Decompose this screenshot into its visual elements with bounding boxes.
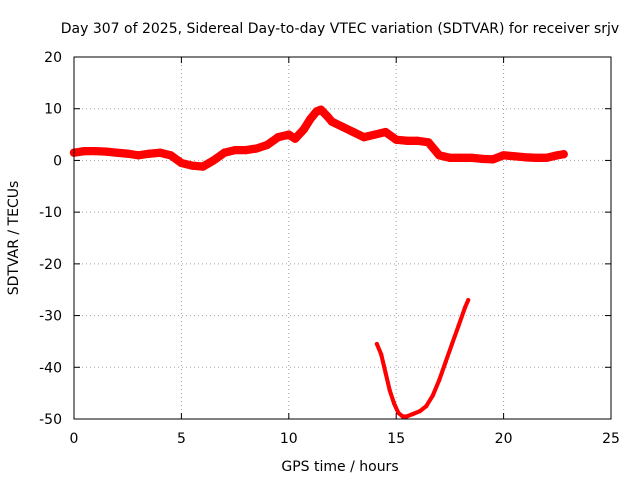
data-point [424, 404, 429, 409]
x-axis-label: GPS time / hours [281, 459, 398, 475]
data-point [466, 298, 471, 303]
data-point [456, 153, 465, 162]
data-point [155, 148, 164, 157]
data-point [91, 147, 100, 156]
data-point [400, 414, 405, 419]
data-point [435, 151, 444, 160]
data-point [134, 151, 143, 160]
grid-lines [74, 57, 611, 419]
data-point [241, 146, 250, 155]
data-point [327, 117, 336, 126]
x-tick-label: 10 [280, 431, 298, 447]
data-point [284, 130, 293, 139]
data-point [424, 138, 433, 147]
data-point [299, 125, 308, 134]
data-point [198, 162, 207, 171]
data-point [467, 153, 476, 162]
data-point [381, 127, 390, 137]
data-point [478, 154, 487, 163]
data-point [443, 360, 448, 365]
data-point [417, 409, 422, 414]
y-tick-label: -20 [39, 257, 62, 273]
data-point [220, 148, 229, 157]
data-point [188, 161, 197, 170]
data-point [80, 147, 89, 156]
y-axis-label: SDTVAR / TECUs [6, 181, 22, 296]
chart-title: Day 307 of 2025, Sidereal Day-to-day VTE… [61, 21, 619, 37]
data-point [553, 151, 562, 160]
plot-frame [73, 56, 612, 420]
data-point [462, 305, 467, 310]
y-tick-label: -10 [39, 205, 62, 221]
y-tick-label: -50 [39, 412, 62, 428]
data-point [383, 370, 388, 375]
data-point [112, 148, 122, 157]
x-tick-label: 20 [495, 431, 513, 447]
data-point [387, 388, 392, 393]
y-tick-label: 0 [53, 153, 62, 169]
data-point [145, 149, 154, 158]
data-point [413, 136, 422, 145]
series-lower-line [374, 298, 471, 419]
data-point [510, 152, 519, 161]
data-point [374, 341, 379, 347]
data-point [499, 151, 508, 160]
y-tick-label: -30 [39, 309, 62, 325]
data-point [274, 133, 283, 142]
data-point [559, 150, 568, 159]
data-point [456, 323, 461, 328]
x-tick-label: 0 [70, 431, 79, 447]
x-tick-label: 25 [602, 431, 620, 447]
data-point [102, 147, 111, 156]
data-point [531, 153, 540, 162]
data-point [306, 115, 315, 124]
data-point [263, 140, 272, 149]
data-point [177, 158, 186, 168]
data-point [430, 393, 435, 398]
data-point [252, 144, 261, 153]
data-point [349, 127, 358, 137]
data-point [209, 156, 218, 165]
data-point [396, 410, 401, 415]
data-point [123, 149, 132, 158]
data-point [359, 133, 369, 142]
y-tick-label: 20 [44, 50, 62, 66]
data-point [402, 136, 411, 145]
data-point [338, 122, 347, 131]
data-point [437, 378, 442, 383]
data-point [291, 134, 300, 143]
data-point [166, 151, 175, 160]
data-series-layer [69, 105, 568, 419]
data-point [449, 341, 455, 347]
y-tick-label: -40 [39, 360, 62, 376]
data-point [411, 411, 416, 416]
data-point [404, 414, 409, 419]
axis-ticks [73, 56, 612, 420]
data-point [392, 401, 397, 406]
data-point [379, 352, 384, 357]
data-point [542, 153, 551, 162]
data-point [488, 155, 497, 164]
data-point [392, 135, 401, 144]
data-point [370, 130, 379, 139]
data-point [445, 153, 454, 162]
data-point [316, 105, 326, 114]
x-tick-label: 5 [177, 431, 186, 447]
data-point [521, 153, 530, 162]
tick-labels: 0 5 10 15 20 25 -50 -40 -30 -20 -10 0 10 20 [39, 50, 620, 447]
y-tick-label: 10 [44, 102, 62, 118]
data-point [231, 146, 240, 155]
x-tick-label: 15 [387, 431, 405, 447]
